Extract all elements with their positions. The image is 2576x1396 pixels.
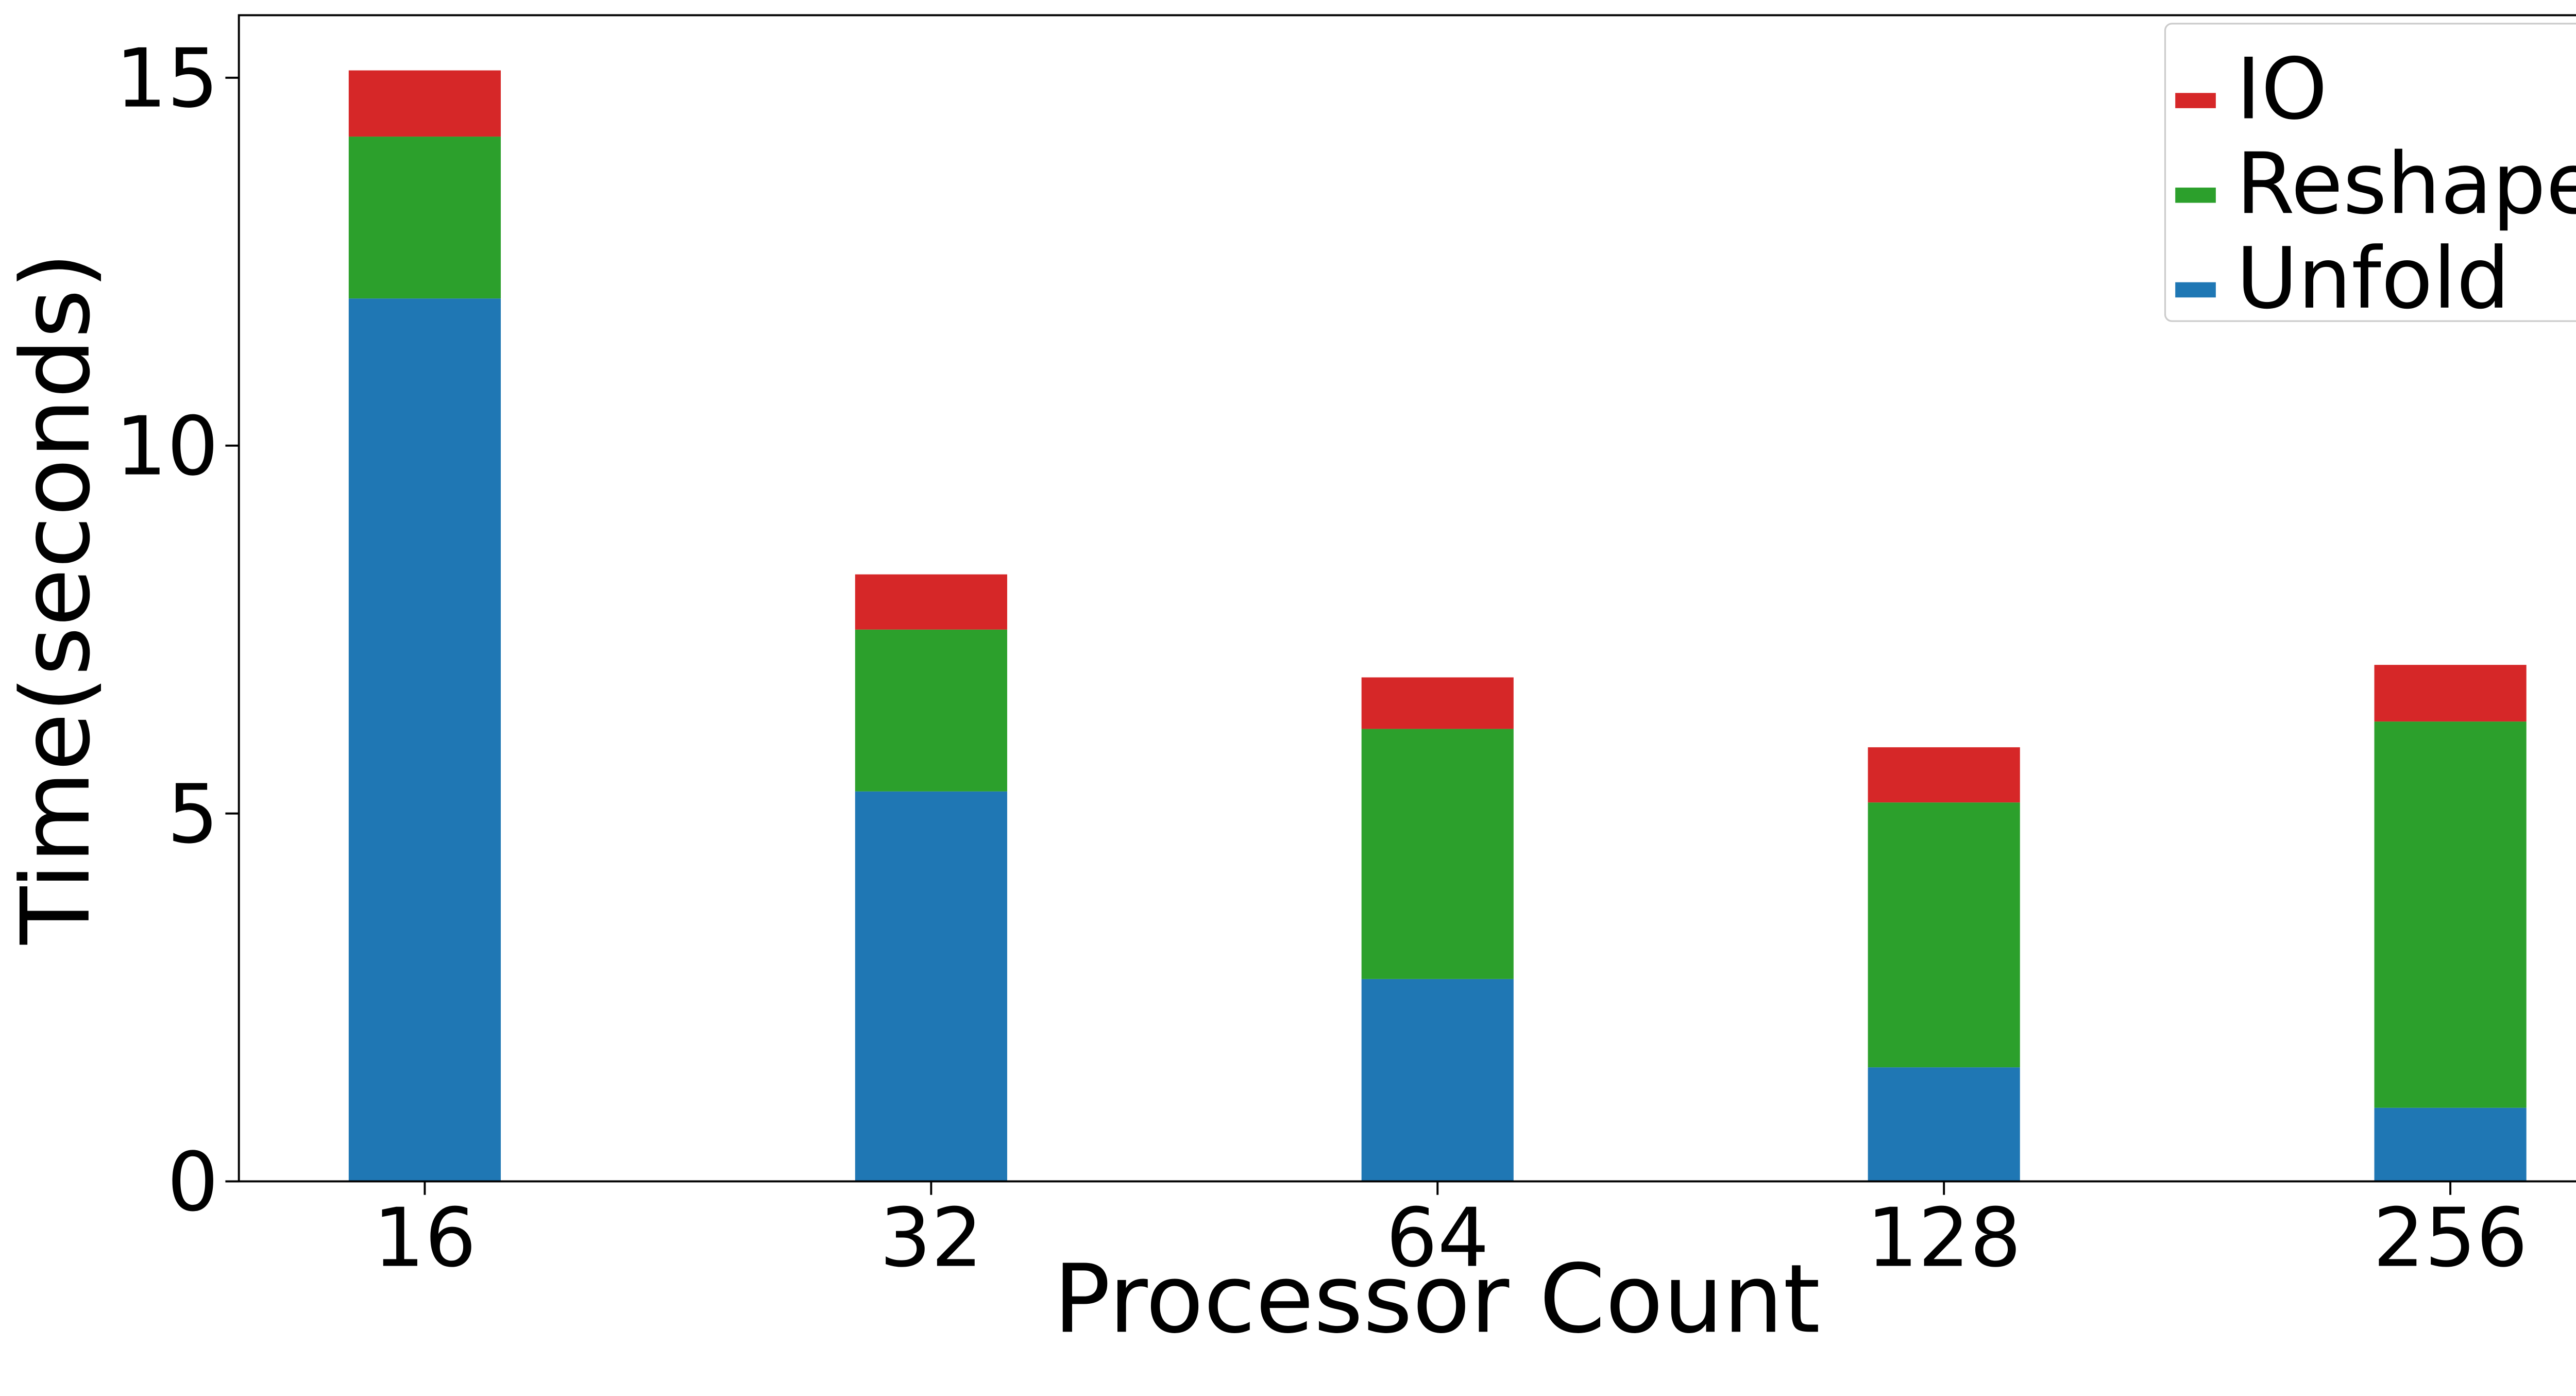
bar-segment bbox=[348, 70, 501, 137]
y-tick-label: 10 bbox=[115, 399, 218, 494]
bar-segment bbox=[855, 574, 1007, 630]
bar-segment bbox=[2374, 721, 2527, 1108]
bar-segment bbox=[348, 137, 501, 299]
bar-segment bbox=[1868, 1067, 2020, 1182]
bar-segment bbox=[1868, 802, 2020, 1068]
plot-frame bbox=[238, 14, 2576, 1183]
x-tick-label: 128 bbox=[1867, 1191, 2021, 1285]
legend-label: IO bbox=[2236, 40, 2327, 139]
y-tick-label: 15 bbox=[115, 32, 218, 126]
x-tick-label: 32 bbox=[879, 1191, 982, 1285]
legend-label: Unfold bbox=[2236, 229, 2510, 328]
bar-segment bbox=[348, 298, 501, 1182]
y-tick-label: 0 bbox=[167, 1135, 218, 1230]
bar-segment bbox=[1361, 677, 1514, 729]
bar-segment bbox=[1361, 979, 1514, 1182]
x-tick-label: 16 bbox=[373, 1191, 476, 1285]
legend-swatch bbox=[2175, 188, 2216, 203]
y-tick-label: 5 bbox=[167, 767, 218, 862]
bar-segment bbox=[1868, 747, 2020, 803]
bar-segment bbox=[855, 791, 1007, 1182]
legend-frame bbox=[2164, 23, 2576, 322]
y-axis-label: Time(seconds) bbox=[2, 252, 111, 945]
bar-segment bbox=[2374, 665, 2527, 722]
bar-segment bbox=[855, 629, 1007, 792]
bar-segment bbox=[1361, 729, 1514, 979]
legend-label: Reshape bbox=[2236, 134, 2576, 233]
legend-swatch bbox=[2175, 282, 2216, 298]
x-tick-label: 256 bbox=[2373, 1191, 2528, 1285]
x-axis-label: Processor Count bbox=[1054, 1244, 1820, 1354]
bar-segment bbox=[2374, 1107, 2527, 1182]
x-tick-label: 64 bbox=[1386, 1191, 1489, 1285]
legend-swatch bbox=[2175, 93, 2216, 108]
